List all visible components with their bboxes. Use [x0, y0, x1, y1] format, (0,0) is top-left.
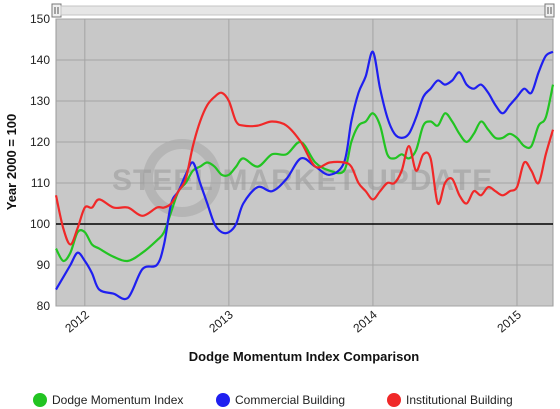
legend-marker-1 [216, 393, 230, 407]
series-line-2 [54, 91, 555, 246]
y-axis-ticks: 80 90 100 110 120 130 140 150 [30, 12, 50, 313]
x-tick-label-2014: 2014 [350, 307, 380, 335]
watermark-text: STEEL MARKET UPDATE [112, 164, 493, 197]
y-tick-label-110: 110 [31, 176, 50, 190]
x-tick-label-2015: 2015 [494, 307, 524, 335]
legend-marker-0 [33, 393, 47, 407]
series-line-0 [55, 84, 555, 263]
legend-item-0[interactable]: Dodge Momentum Index [33, 393, 183, 407]
legend-label-0: Dodge Momentum Index [52, 393, 183, 407]
y-tick-label-100: 100 [30, 217, 50, 231]
y-tick-label-80: 80 [37, 299, 51, 313]
y-tick-label-120: 120 [30, 135, 50, 149]
legend: Dodge Momentum Index Commercial Building I… [33, 393, 513, 407]
legend-marker-2 [387, 393, 401, 407]
series-lines [54, 50, 555, 301]
legend-label-1: Commercial Building [235, 393, 345, 407]
x-tick-label-2012: 2012 [62, 307, 92, 335]
y-tick-label-140: 140 [30, 53, 50, 67]
range-slider-track[interactable] [60, 5, 546, 16]
y-tick-label-130: 130 [30, 94, 50, 108]
y-axis-title: Year 2000 = 100 [4, 114, 19, 211]
watermark: STEEL MARKET UPDATE [112, 139, 493, 217]
y-tick-label-90: 90 [37, 258, 51, 272]
legend-item-1[interactable]: Commercial Building [216, 393, 345, 407]
watermark-logo-ring [143, 139, 221, 217]
plot-area [55, 18, 554, 307]
y-tick-label-150: 150 [30, 12, 50, 26]
scroll-handle-right[interactable] [544, 3, 555, 18]
x-axis-ticks: 2012 2013 2014 2015 [62, 307, 524, 335]
x-tick-label-2013: 2013 [206, 307, 236, 335]
legend-item-2[interactable]: Institutional Building [387, 393, 513, 407]
legend-label-2: Institutional Building [406, 393, 513, 407]
scroll-handle-left[interactable] [51, 3, 62, 18]
x-axis-title: Dodge Momentum Index Comparison [189, 349, 419, 364]
